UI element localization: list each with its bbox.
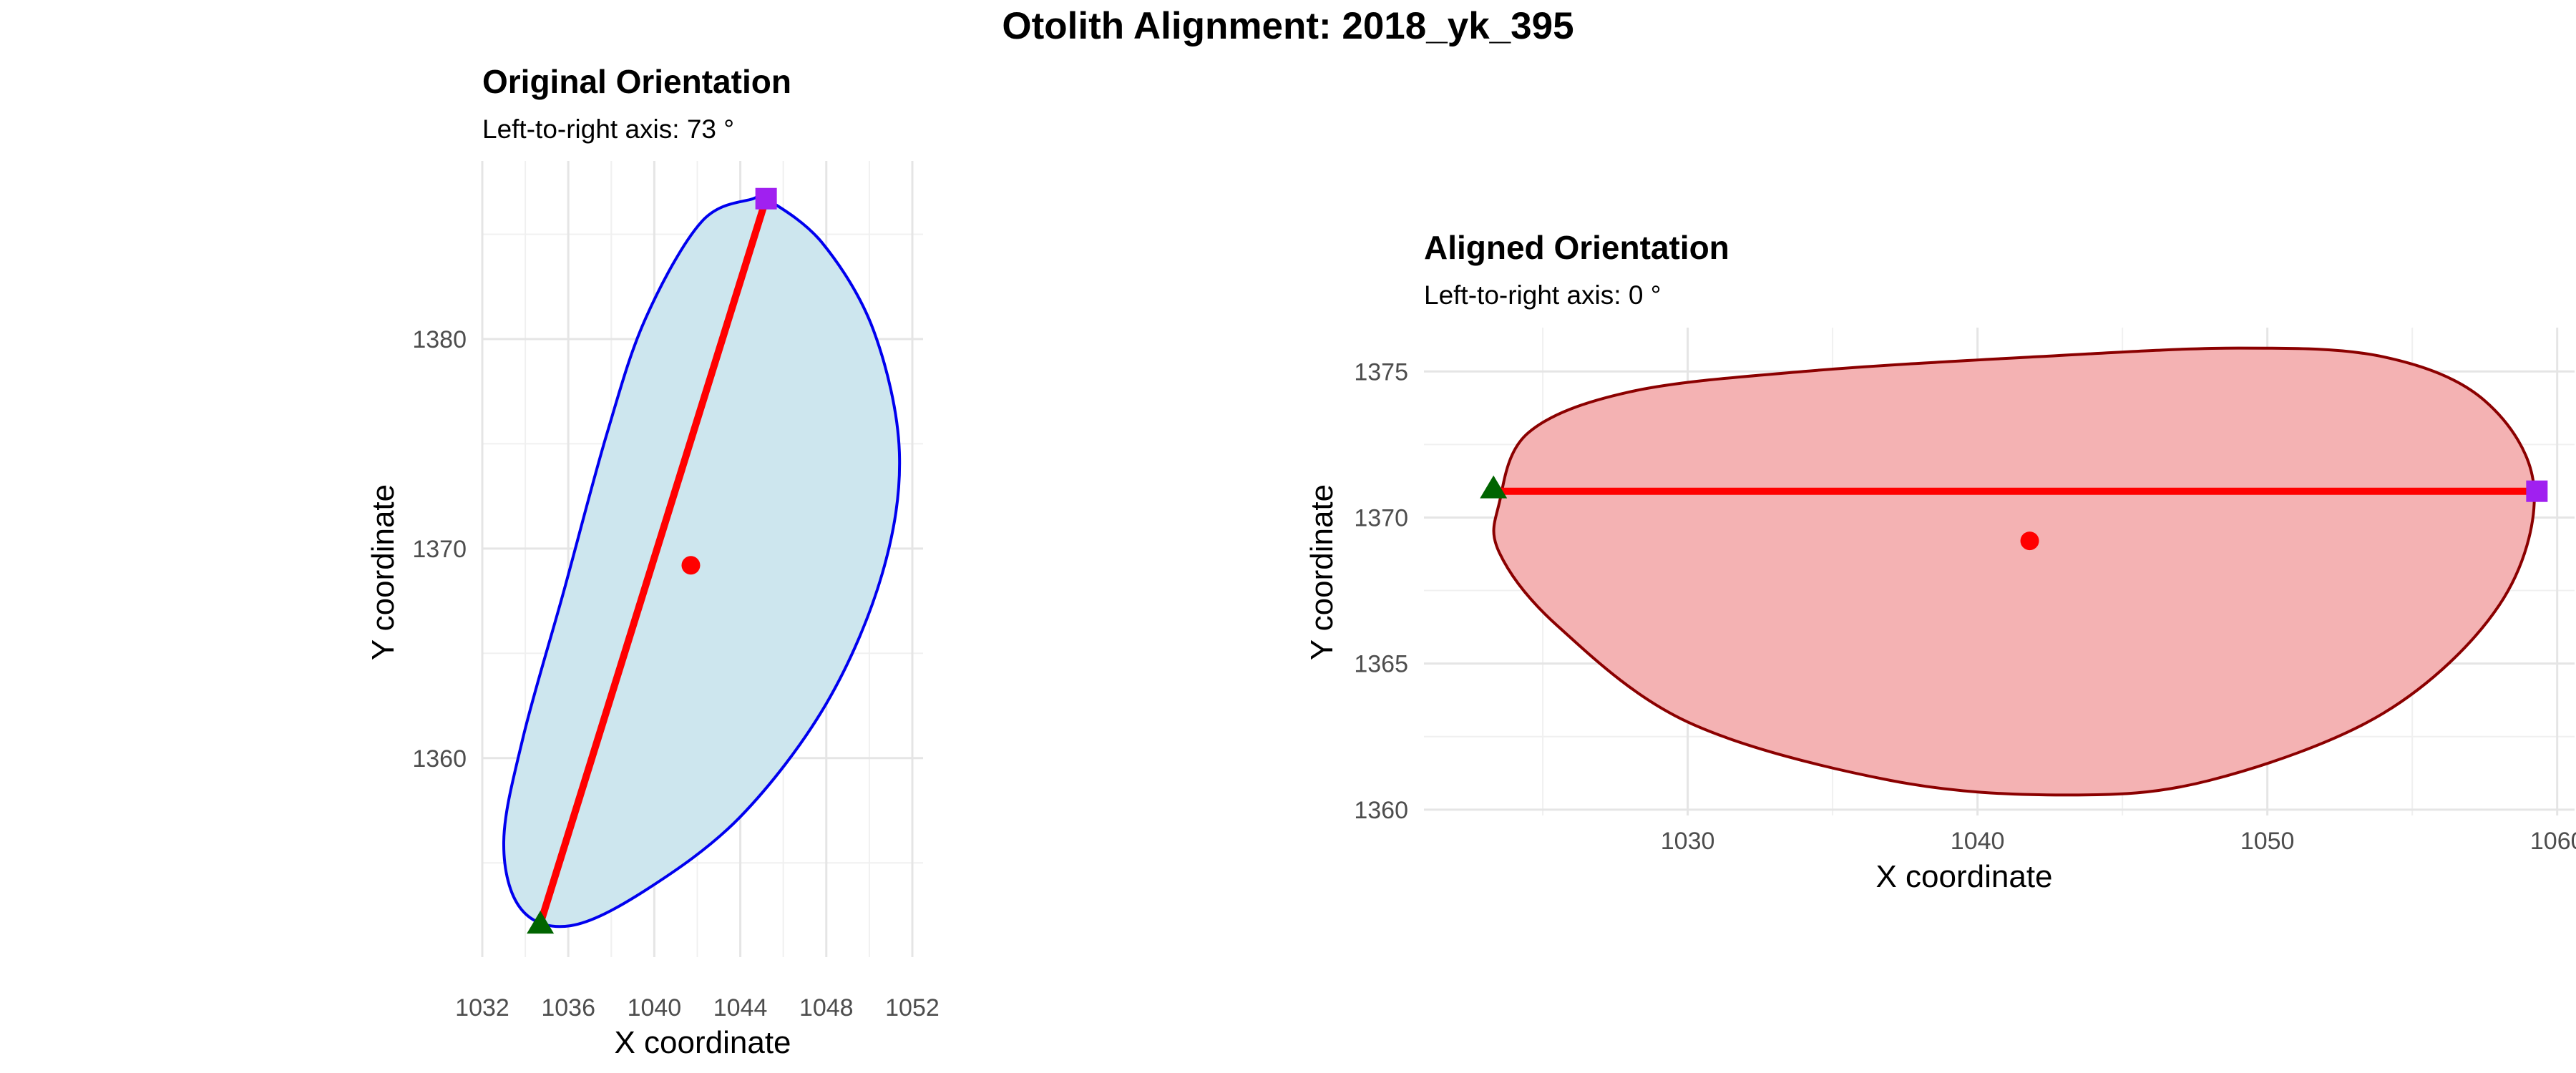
right-endpoint-marker bbox=[2526, 480, 2548, 502]
panel-2-title: Aligned Orientation bbox=[1424, 229, 1729, 266]
x-tick-label: 1052 bbox=[885, 994, 940, 1021]
left-endpoint-marker bbox=[1480, 475, 1508, 499]
y-tick-label: 1370 bbox=[412, 536, 467, 563]
panel-1-tick-labels: 1032 1036 1040 1044 1048 1052 1360 1370 1380 bbox=[412, 326, 939, 1021]
y-tick-label: 1360 bbox=[412, 745, 467, 773]
x-tick-label: 1060 bbox=[2530, 828, 2576, 855]
x-tick-label: 1040 bbox=[1951, 828, 2005, 855]
y-tick-label: 1360 bbox=[1354, 797, 1408, 824]
centroid-point bbox=[2020, 531, 2039, 551]
figure-title: Otolith Alignment: 2018_yk_395 bbox=[1002, 5, 1574, 47]
x-tick-label: 1040 bbox=[628, 994, 682, 1021]
panel-original-orientation: Original Orientation Left-to-right axis:… bbox=[366, 63, 940, 1060]
panel-2-subtitle: Left-to-right axis: 0 ° bbox=[1424, 280, 1661, 310]
x-tick-label: 1044 bbox=[713, 994, 768, 1021]
panel-2-y-axis-label: Y coordinate bbox=[1304, 484, 1340, 660]
panel-aligned-orientation: Aligned Orientation Left-to-right axis: … bbox=[1304, 229, 2576, 894]
left-to-right-axis-line bbox=[537, 197, 770, 925]
panel-2-tick-labels: 1030 1040 1050 1060 1360 1365 1370 1375 bbox=[1354, 358, 2576, 855]
panel-2-data bbox=[1480, 346, 2548, 797]
x-tick-label: 1050 bbox=[2240, 828, 2295, 855]
panel-1-data bbox=[502, 187, 902, 934]
panel-1-x-axis-label: X coordinate bbox=[614, 1025, 791, 1060]
x-tick-label: 1030 bbox=[1661, 828, 1715, 855]
centroid-point bbox=[681, 556, 701, 575]
panel-2-x-axis-label: X coordinate bbox=[1875, 859, 2052, 894]
x-tick-label: 1036 bbox=[541, 994, 595, 1021]
panel-1-y-axis-label: Y coordinate bbox=[366, 484, 401, 660]
x-tick-label: 1048 bbox=[799, 994, 854, 1021]
left-endpoint-marker bbox=[527, 911, 555, 934]
otolith-outline bbox=[1492, 346, 2536, 797]
y-tick-label: 1365 bbox=[1354, 651, 1408, 678]
y-tick-label: 1380 bbox=[412, 326, 467, 353]
panel-1-title: Original Orientation bbox=[482, 63, 791, 100]
x-tick-label: 1032 bbox=[455, 994, 509, 1021]
y-tick-label: 1370 bbox=[1354, 504, 1408, 531]
y-tick-label: 1375 bbox=[1354, 358, 1408, 386]
right-endpoint-marker bbox=[755, 187, 777, 210]
otolith-outline bbox=[502, 192, 902, 929]
panel-1-subtitle: Left-to-right axis: 73 ° bbox=[482, 114, 734, 144]
